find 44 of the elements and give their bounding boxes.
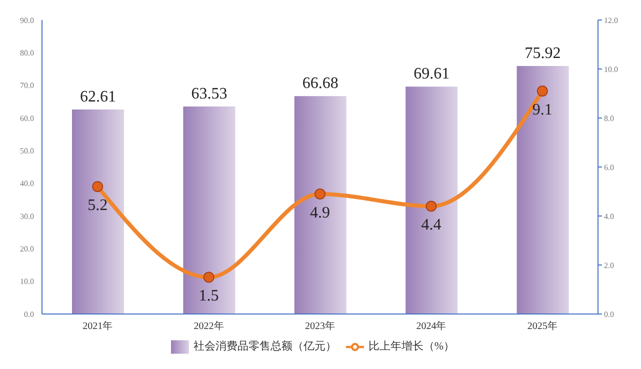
x-tick-label: 2023年: [305, 320, 335, 332]
x-tick-label: 2022年: [194, 320, 224, 332]
y2-tick-label: 10.0: [604, 64, 618, 74]
data-label: 1.5: [198, 288, 219, 305]
data-label: 63.53: [191, 85, 228, 102]
legend-label: 比上年增长（%）: [368, 340, 455, 353]
y2-tick-label: 8.0: [604, 114, 614, 123]
point: [536, 86, 548, 97]
bar: [72, 109, 124, 314]
bar: [406, 86, 458, 314]
y-tick-label: 30.0: [20, 212, 34, 221]
data-label: 62.61: [80, 88, 116, 106]
x-tick-label: 2025年: [527, 320, 558, 332]
y2-tick-label: 0.0: [604, 310, 614, 319]
data-label: 4.9: [310, 204, 330, 222]
y-tick-label: 50.0: [20, 146, 34, 156]
data-label: 75.92: [524, 44, 561, 62]
data-label: 4.4: [421, 216, 442, 234]
y2-tick-label: 12.0: [604, 16, 618, 25]
y2-tick-label: 2.0: [604, 260, 614, 270]
bar: [516, 66, 569, 314]
point: [92, 181, 104, 192]
y-tick-label: 40.0: [20, 179, 34, 188]
point: [426, 200, 437, 212]
y-tick-label: 70.0: [20, 81, 34, 90]
legend-label: 社会消费品零售总额（亿元）: [193, 340, 336, 353]
data-label: 5.2: [88, 196, 108, 214]
bar: [294, 96, 346, 314]
y2-tick-label: 6.0: [604, 162, 614, 172]
y-tick-label: 0.0: [24, 310, 34, 319]
data-label: 69.61: [414, 66, 450, 83]
point: [203, 272, 214, 283]
y-tick-label: 80.0: [20, 48, 34, 58]
x-tick-label: 2024年: [416, 320, 446, 332]
x-tick-label: 2021年: [82, 320, 113, 332]
y-tick-label: 20.0: [20, 244, 34, 254]
y2-tick-label: 4.0: [604, 212, 614, 221]
data-label: 66.68: [302, 75, 338, 92]
y-tick-label: 10.0: [20, 277, 34, 286]
y-tick-label: 60.0: [20, 114, 34, 123]
y-tick-label: 90.0: [20, 16, 34, 25]
point: [314, 188, 326, 200]
bar: [183, 106, 236, 314]
data-label: 9.1: [532, 101, 552, 118]
